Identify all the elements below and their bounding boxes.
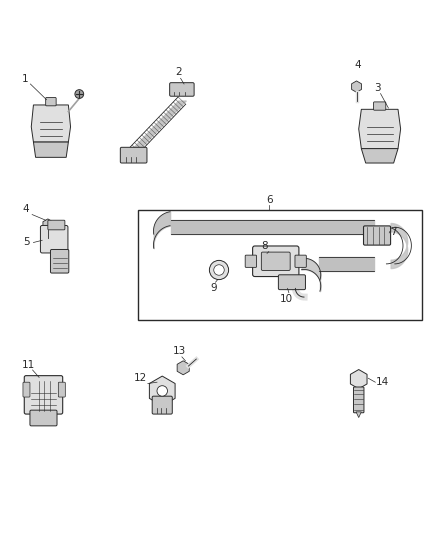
Text: 4: 4 — [354, 60, 361, 70]
FancyBboxPatch shape — [46, 98, 56, 106]
Polygon shape — [350, 369, 367, 389]
FancyBboxPatch shape — [48, 220, 65, 230]
Polygon shape — [33, 142, 68, 157]
Polygon shape — [356, 412, 361, 417]
FancyBboxPatch shape — [374, 102, 386, 110]
FancyBboxPatch shape — [120, 147, 147, 163]
Text: 1: 1 — [21, 74, 28, 84]
Text: 10: 10 — [280, 294, 293, 304]
Text: 2: 2 — [176, 68, 182, 77]
FancyBboxPatch shape — [170, 83, 194, 96]
FancyBboxPatch shape — [295, 255, 306, 268]
Text: 11: 11 — [21, 360, 35, 369]
FancyBboxPatch shape — [253, 246, 299, 277]
Circle shape — [214, 265, 224, 275]
Circle shape — [209, 261, 229, 280]
FancyBboxPatch shape — [40, 225, 68, 253]
Text: 12: 12 — [134, 373, 147, 383]
FancyBboxPatch shape — [24, 376, 63, 414]
Circle shape — [157, 386, 167, 396]
Polygon shape — [43, 219, 53, 230]
Text: 9: 9 — [210, 283, 217, 293]
FancyBboxPatch shape — [245, 255, 257, 268]
Polygon shape — [359, 109, 401, 149]
FancyBboxPatch shape — [279, 275, 305, 289]
Circle shape — [75, 90, 84, 99]
Text: 5: 5 — [24, 238, 30, 247]
Polygon shape — [352, 81, 361, 92]
Text: 8: 8 — [261, 241, 268, 251]
FancyBboxPatch shape — [58, 382, 65, 397]
Text: 7: 7 — [391, 227, 397, 237]
Polygon shape — [177, 361, 189, 375]
Text: 14: 14 — [376, 377, 389, 387]
Text: 3: 3 — [374, 83, 381, 93]
FancyBboxPatch shape — [152, 396, 172, 414]
Polygon shape — [149, 376, 175, 406]
Text: 4: 4 — [23, 204, 29, 214]
FancyBboxPatch shape — [30, 410, 57, 426]
Polygon shape — [31, 105, 71, 142]
Text: 13: 13 — [173, 346, 186, 357]
Text: 6: 6 — [266, 195, 272, 205]
FancyBboxPatch shape — [261, 252, 290, 270]
FancyBboxPatch shape — [364, 226, 391, 245]
Bar — [138, 210, 422, 320]
FancyBboxPatch shape — [50, 249, 69, 273]
FancyBboxPatch shape — [353, 387, 364, 413]
FancyBboxPatch shape — [23, 382, 30, 397]
Polygon shape — [361, 149, 398, 163]
